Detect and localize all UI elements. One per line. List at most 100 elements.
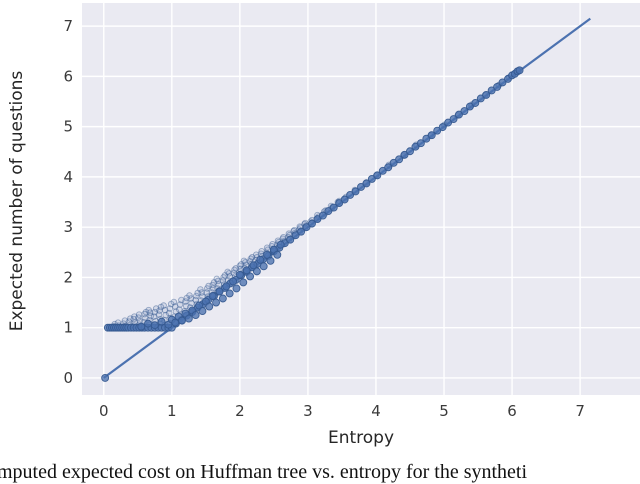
x-tick-label: 5 bbox=[439, 402, 449, 420]
huffman-cost-points bbox=[487, 86, 496, 95]
huffman-cost-points bbox=[460, 107, 469, 116]
huffman-cost-points bbox=[318, 211, 327, 220]
huffman-cost-points bbox=[444, 118, 453, 127]
huffman-cost-points bbox=[471, 99, 480, 107]
huffman-cost-points bbox=[291, 231, 300, 240]
huffman-cost-cloud bbox=[219, 277, 227, 284]
huffman-cost-points bbox=[324, 207, 333, 216]
huffman-cost-points bbox=[476, 94, 485, 103]
huffman-cost-points bbox=[357, 182, 365, 191]
plot-area bbox=[82, 3, 640, 395]
huffman-cost-cloud bbox=[197, 286, 204, 293]
huffman-cost-points bbox=[150, 321, 159, 330]
huffman-cost-points bbox=[395, 155, 404, 164]
huffman-cost-cloud bbox=[199, 293, 206, 300]
huffman-cost-points bbox=[276, 240, 285, 249]
huffman-cost-cloud bbox=[182, 302, 190, 310]
huffman-cost-points bbox=[302, 223, 311, 232]
huffman-cost-cloud bbox=[242, 259, 249, 266]
x-tick-label: 7 bbox=[575, 402, 585, 420]
huffman-cost-points bbox=[212, 298, 221, 307]
huffman-cost-cloud bbox=[215, 281, 223, 288]
huffman-cost-points bbox=[144, 319, 152, 328]
y-tick-label: 3 bbox=[63, 218, 73, 236]
huffman-cost-cloud bbox=[146, 309, 154, 316]
huffman-cost-cloud bbox=[151, 308, 159, 316]
huffman-cost-cloud bbox=[152, 305, 160, 312]
huffman-cost-cloud bbox=[263, 244, 271, 251]
huffman-cost-cloud bbox=[221, 272, 229, 279]
huffman-cost-points bbox=[259, 262, 268, 271]
huffman-cost-cloud bbox=[210, 285, 217, 292]
huffman-cost-points bbox=[222, 282, 231, 291]
x-tick-label: 3 bbox=[303, 402, 313, 420]
huffman-cost-cloud bbox=[248, 254, 256, 261]
huffman-cost-cloud bbox=[165, 309, 173, 317]
huffman-cost-cloud bbox=[187, 295, 195, 302]
huffman-cost-points bbox=[198, 307, 207, 316]
huffman-cost-points bbox=[438, 123, 447, 132]
huffman-cost-points bbox=[389, 158, 398, 167]
huffman-cost-points bbox=[215, 287, 224, 296]
huffman-cost-points bbox=[252, 267, 261, 276]
huffman-cost-cloud bbox=[192, 296, 199, 304]
huffman-cost-cloud bbox=[135, 311, 143, 318]
huffman-cost-points bbox=[246, 272, 255, 281]
huffman-cost-cloud bbox=[220, 274, 227, 281]
huffman-cost-cloud bbox=[224, 268, 231, 276]
huffman-cost-cloud bbox=[203, 289, 210, 296]
huffman-cost-cloud bbox=[170, 298, 178, 306]
huffman-cost-cloud bbox=[258, 248, 265, 255]
huffman-cost-points bbox=[195, 301, 203, 310]
x-tick-label: 0 bbox=[99, 402, 109, 420]
huffman-cost-cloud bbox=[156, 307, 163, 314]
huffman-cost-points bbox=[208, 292, 217, 300]
huffman-cost-points bbox=[422, 134, 431, 143]
huffman-cost-cloud bbox=[226, 273, 233, 280]
huffman-cost-cloud bbox=[183, 294, 191, 302]
x-tick-label: 6 bbox=[507, 402, 517, 420]
y-tick-label: 4 bbox=[63, 168, 73, 186]
huffman-cost-cloud bbox=[236, 262, 244, 270]
huffman-cost-points bbox=[218, 294, 227, 303]
huffman-cost-cloud bbox=[205, 282, 212, 290]
huffman-cost-cloud bbox=[176, 306, 183, 313]
huffman-cost-points bbox=[205, 302, 214, 311]
y-tick-label: 0 bbox=[63, 369, 73, 387]
huffman-cost-points bbox=[465, 102, 474, 111]
huffman-cost-points bbox=[101, 373, 110, 382]
grid-lines bbox=[82, 3, 640, 395]
huffman-cost-cloud bbox=[130, 315, 137, 323]
huffman-cost-cloud bbox=[186, 292, 193, 299]
huffman-cost-cloud bbox=[155, 311, 163, 318]
huffman-cost-cloud bbox=[231, 266, 238, 274]
huffman-cost-points bbox=[340, 195, 349, 204]
huffman-cost-cloud bbox=[176, 301, 184, 308]
huffman-cost-cloud bbox=[188, 299, 195, 307]
huffman-cost-points bbox=[239, 278, 248, 287]
y-tick-label: 5 bbox=[63, 118, 73, 136]
huffman-cost-cloud bbox=[203, 285, 211, 292]
huffman-cost-cloud bbox=[232, 265, 240, 272]
huffman-cost-points bbox=[313, 215, 322, 224]
huffman-cost-points bbox=[455, 110, 463, 119]
huffman-cost-points bbox=[286, 235, 295, 244]
huffman-cost-points bbox=[263, 250, 272, 259]
x-axis-label: Entropy bbox=[328, 428, 394, 448]
y-tick-label: 2 bbox=[63, 268, 73, 286]
huffman-cost-cloud bbox=[178, 296, 185, 304]
y-tick-label: 6 bbox=[63, 67, 73, 85]
huffman-cost-points bbox=[191, 311, 200, 320]
huffman-cost-cloud bbox=[194, 289, 201, 297]
huffman-cost-points bbox=[351, 187, 360, 196]
huffman-cost-cloud bbox=[161, 306, 169, 314]
huffman-cost-cloud bbox=[171, 303, 179, 310]
huffman-cost-points bbox=[137, 322, 146, 331]
figure-caption: mputed expected cost on Huffman tree vs.… bbox=[0, 461, 528, 483]
huffman-cost-points bbox=[427, 131, 436, 140]
huffman-cost-cloud bbox=[166, 305, 174, 312]
huffman-cost-cloud bbox=[141, 310, 148, 318]
huffman-cost-points bbox=[225, 289, 234, 298]
x-tick-label: 4 bbox=[371, 402, 381, 420]
huffman-cost-points bbox=[498, 78, 507, 87]
